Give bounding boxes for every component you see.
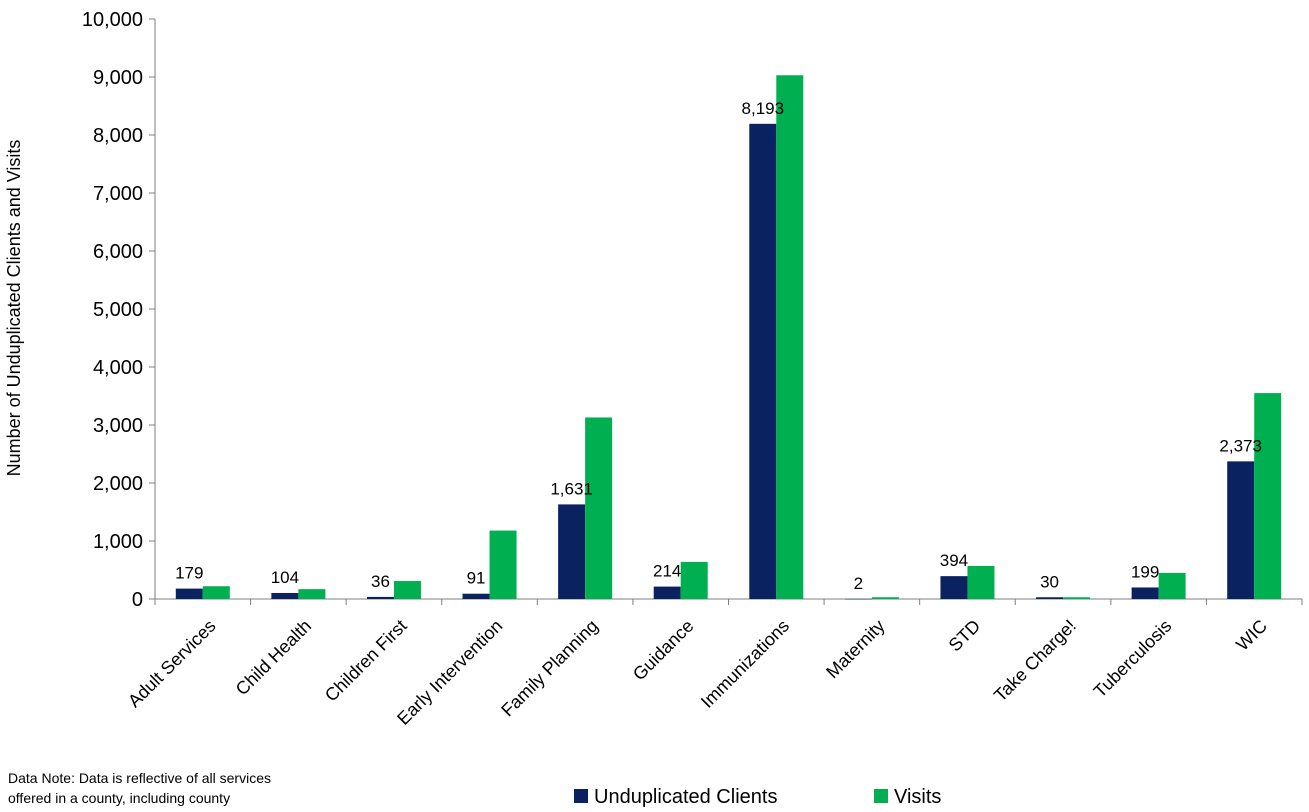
- data-label: 30: [1040, 572, 1059, 591]
- y-tick-label: 3,000: [93, 415, 143, 437]
- x-tick-label: Early Intervention: [393, 616, 506, 729]
- data-label: 36: [371, 572, 390, 591]
- bar-unduplicated-clients: [653, 586, 681, 599]
- x-tick-label: Children First: [321, 616, 411, 706]
- y-tick-label: 8,000: [93, 125, 143, 147]
- y-tick-label: 6,000: [93, 241, 143, 263]
- y-tick-label: 7,000: [93, 183, 143, 205]
- x-tick-label: Tuberculosis: [1090, 616, 1176, 702]
- bar-unduplicated-clients: [558, 504, 586, 599]
- bar-visits: [1254, 393, 1282, 599]
- bar-visits: [298, 589, 326, 599]
- data-label: 2,373: [1219, 436, 1262, 455]
- y-tick-label: 9,000: [93, 67, 143, 89]
- bar-unduplicated-clients: [175, 588, 203, 599]
- bar-visits: [202, 586, 230, 599]
- x-tick-label: Child Health: [232, 616, 315, 699]
- bar-visits: [680, 561, 708, 599]
- x-tick-label: WIC: [1232, 616, 1271, 655]
- bar-visits: [393, 581, 421, 599]
- data-label: 1,631: [550, 479, 593, 498]
- y-tick-label: 2,000: [93, 473, 143, 495]
- bar-unduplicated-clients: [366, 596, 394, 599]
- x-tick-label: Family Planning: [497, 616, 602, 721]
- y-axis-label: Number of Unduplicated Clients and Visit…: [4, 140, 24, 477]
- y-tick-label: 5,000: [93, 299, 143, 321]
- x-tick-label: Guidance: [629, 616, 698, 685]
- bar-visits: [489, 530, 517, 599]
- data-label: 214: [653, 562, 681, 581]
- y-tick-label: 4,000: [93, 357, 143, 379]
- legend-item-unduplicated-clients: Unduplicated Clients: [594, 786, 777, 808]
- bar-unduplicated-clients: [1227, 461, 1255, 599]
- data-label: 199: [1131, 562, 1159, 581]
- legend-swatch: [574, 789, 588, 803]
- bar-unduplicated-clients: [271, 592, 299, 599]
- bar-unduplicated-clients: [1131, 587, 1159, 599]
- bar-visits: [1158, 572, 1186, 599]
- bar-visits: [585, 417, 613, 599]
- y-tick-label: 1,000: [93, 531, 143, 553]
- data-label: 179: [175, 564, 203, 583]
- data-note: Data Note: Data is reflective of all ser…: [8, 770, 271, 806]
- x-tick-label: Immunizations: [697, 616, 793, 712]
- x-tick-label: Take Charge!: [990, 616, 1080, 706]
- bar-unduplicated-clients: [844, 598, 872, 600]
- bar-visits: [967, 565, 995, 599]
- data-label: 104: [271, 568, 299, 587]
- bar-unduplicated-clients: [749, 123, 777, 599]
- x-tick-label: STD: [945, 616, 985, 656]
- x-tick-label: Maternity: [822, 616, 888, 682]
- bar-unduplicated-clients: [462, 593, 490, 599]
- data-label: 8,193: [742, 99, 785, 118]
- y-tick-label: 10,000: [82, 9, 143, 31]
- data-label: 2: [854, 574, 863, 593]
- y-tick-label: 0: [132, 589, 143, 611]
- bar-unduplicated-clients: [940, 576, 968, 599]
- bar-visits: [776, 75, 804, 599]
- legend-item-visits: Visits: [894, 786, 941, 808]
- data-label: 91: [467, 569, 486, 588]
- data-label: 394: [940, 551, 968, 570]
- bar-unduplicated-clients: [1036, 597, 1064, 599]
- bar-visits: [871, 597, 899, 599]
- x-tick-label: Adult Services: [124, 616, 220, 712]
- bar-visits: [1063, 597, 1091, 599]
- legend-swatch: [874, 789, 888, 803]
